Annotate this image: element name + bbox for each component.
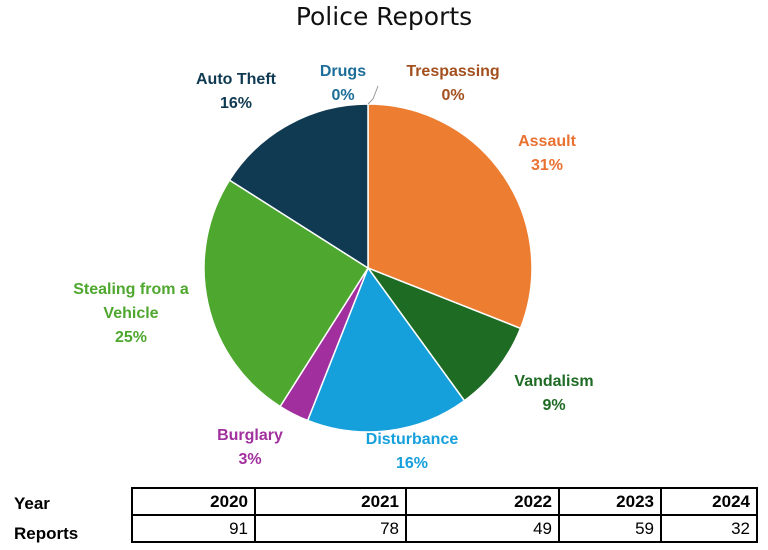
reports-row: 91 78 49 59 32	[131, 514, 758, 543]
slice-label-trespassing: Trespassing 0%	[406, 63, 499, 104]
slice-label-burglary: Burglary 3%	[217, 427, 283, 468]
slice-label-vandalism: Vandalism 9%	[514, 373, 593, 414]
year-row: 2020 2021 2022 2023 2024	[131, 487, 758, 516]
slice-label-disturbance: Disturbance 16%	[366, 431, 459, 472]
year-cell: 2023	[558, 487, 662, 516]
slice-label-assault: Assault 31%	[518, 133, 576, 174]
pie-slice-auto-theft	[228, 103, 369, 270]
pie-slice-stealing-from-a-vehicle	[203, 179, 370, 408]
reports-cell: 49	[405, 514, 560, 543]
year-cell: 2022	[405, 487, 560, 516]
reports-cell: 91	[131, 514, 256, 543]
reports-table: 2020 2021 2022 2023 2024 91 78 49 59 32	[131, 487, 758, 543]
year-cell: 2021	[254, 487, 407, 516]
reports-cell: 78	[254, 514, 407, 543]
slice-label-auto-theft: Auto Theft 16%	[196, 71, 277, 112]
reports-row-label: Reports	[14, 524, 79, 543]
slice-label-stealing-from-a-vehicle: Stealing from a Vehicle 25%	[73, 281, 189, 346]
pie-slice-assault	[367, 103, 533, 330]
chart-title: Police Reports	[295, 2, 473, 31]
slice-label-drugs: Drugs 0%	[320, 63, 366, 104]
reports-cell: 59	[558, 514, 662, 543]
leader-line	[367, 85, 379, 105]
reports-cell: 32	[660, 514, 758, 543]
year-cell: 2020	[131, 487, 256, 516]
year-row-label: Year	[14, 494, 50, 513]
pie-slice-disturbance	[306, 266, 466, 433]
year-cell: 2024	[660, 487, 758, 516]
pie-slice-vandalism	[365, 266, 522, 402]
pie-chart: Assault 31% Vandalism 9% Disturbance 16% Burgl…	[73, 63, 593, 472]
